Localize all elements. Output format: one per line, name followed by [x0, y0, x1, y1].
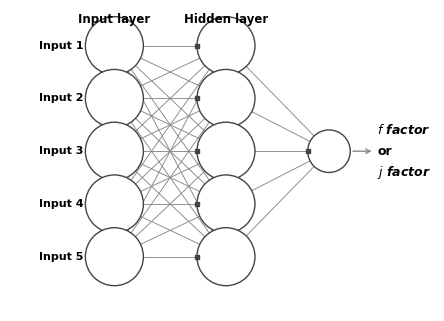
- Text: Hidden layer: Hidden layer: [184, 13, 268, 26]
- Text: Input layer: Input layer: [78, 13, 151, 26]
- Circle shape: [85, 69, 143, 127]
- Circle shape: [197, 228, 255, 286]
- Circle shape: [197, 69, 255, 127]
- Text: Input 1: Input 1: [39, 41, 84, 51]
- Text: or: or: [377, 145, 392, 158]
- Text: Input 5: Input 5: [39, 252, 83, 262]
- Circle shape: [85, 122, 143, 180]
- Text: $j$ factor: $j$ factor: [377, 164, 431, 181]
- Circle shape: [197, 122, 255, 180]
- Circle shape: [308, 130, 350, 172]
- Text: $f$ factor: $f$ factor: [377, 123, 431, 137]
- Circle shape: [197, 175, 255, 233]
- Text: Input 3: Input 3: [39, 146, 83, 156]
- Text: Input 4: Input 4: [39, 199, 84, 209]
- Circle shape: [197, 17, 255, 75]
- Text: Input 2: Input 2: [39, 93, 84, 103]
- Circle shape: [85, 175, 143, 233]
- Circle shape: [85, 17, 143, 75]
- Circle shape: [85, 228, 143, 286]
